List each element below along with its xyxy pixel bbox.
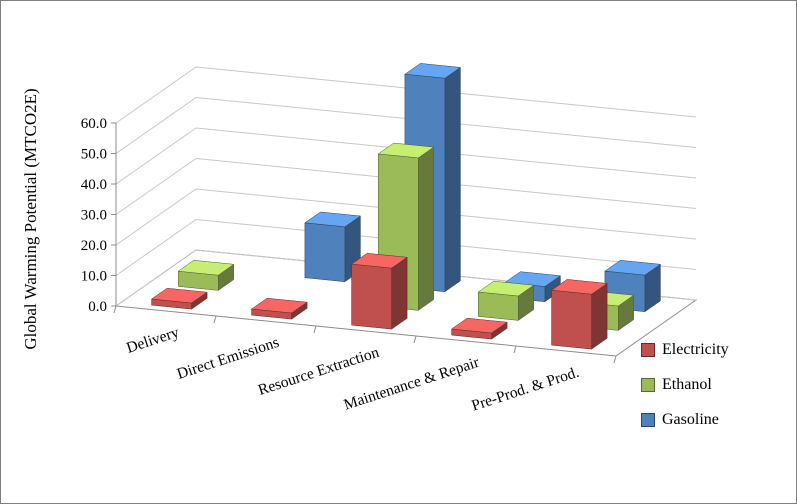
bar-face-front xyxy=(478,291,519,321)
bar-face-top xyxy=(377,142,435,159)
category-label: Direct Emissions xyxy=(175,334,281,383)
bar-gasoline-1 xyxy=(304,211,362,283)
gridline xyxy=(115,66,697,124)
bar-electricity-4 xyxy=(550,279,608,350)
legend-swatch-ethanol-icon xyxy=(641,378,655,392)
bar-face-side xyxy=(444,66,461,293)
category-axis-tick xyxy=(413,335,417,344)
bar-face-side xyxy=(418,146,434,311)
y-tick-label: 0.0 xyxy=(88,299,107,315)
y-tick-label: 20.0 xyxy=(81,238,107,254)
category-label: Delivery xyxy=(124,324,181,357)
category-axis-tick xyxy=(513,345,517,354)
legend-item-electricity: Electricity xyxy=(641,341,729,359)
bar-face-front xyxy=(351,263,392,330)
category-axis-tick xyxy=(213,315,217,324)
legend-swatch-electricity-icon xyxy=(641,343,655,357)
category-axis-tick xyxy=(313,325,317,334)
legend-item-gasoline: Gasoline xyxy=(641,411,729,429)
bar-face-top xyxy=(404,63,462,79)
legend-label-electricity: Electricity xyxy=(662,341,729,358)
bar-face-side xyxy=(591,282,608,350)
bar-electricity-3 xyxy=(450,317,508,340)
y-tick-label: 60.0 xyxy=(81,116,107,132)
legend-label-gasoline: Gasoline xyxy=(662,411,719,428)
bar-face-top xyxy=(177,260,235,276)
bar-face-top xyxy=(304,211,362,228)
bar-face-top xyxy=(604,260,662,276)
bar-face-top xyxy=(477,280,535,297)
legend-item-ethanol: Ethanol xyxy=(641,376,729,394)
bar-face-top xyxy=(350,253,408,269)
y-axis-title: Global Warming Potential (MTCO2E) xyxy=(21,88,40,350)
bar-electricity-1 xyxy=(250,297,308,320)
bar-electricity-2 xyxy=(350,253,408,330)
category-axis-tick xyxy=(113,305,117,314)
legend-swatch-gasoline-icon xyxy=(641,413,655,427)
bar-ethanol-3 xyxy=(477,280,535,321)
bar-ethanol-0 xyxy=(177,260,235,291)
bar-face-top xyxy=(550,279,608,295)
bar-face-front xyxy=(304,222,346,282)
category-axis-tick xyxy=(613,355,617,364)
gridline xyxy=(115,188,697,246)
bar-face-front xyxy=(551,289,592,350)
y-tick-label: 30.0 xyxy=(81,208,107,224)
gridline xyxy=(115,218,697,276)
bar-face-top xyxy=(250,297,308,314)
category-label: Pre-Prod. & Prod. xyxy=(470,364,582,415)
gridline xyxy=(115,157,697,215)
legend-label-ethanol: Ethanol xyxy=(662,376,712,393)
gridline xyxy=(115,96,697,154)
y-tick-label: 50.0 xyxy=(81,147,107,163)
bar-face-top xyxy=(150,287,208,304)
gridline xyxy=(115,127,697,185)
bar-face-side xyxy=(391,256,408,330)
legend: Electricity Ethanol Gasoline xyxy=(641,341,729,446)
y-tick-label: 10.0 xyxy=(81,269,107,285)
y-tick-label: 40.0 xyxy=(81,177,107,193)
bar-electricity-0 xyxy=(150,287,208,310)
bar-face-top xyxy=(450,317,508,334)
